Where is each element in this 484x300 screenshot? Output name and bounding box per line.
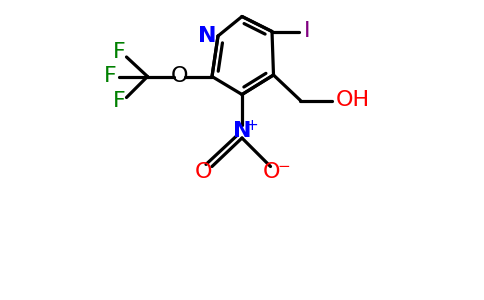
Text: O: O <box>195 162 212 182</box>
Text: O: O <box>263 162 281 182</box>
Text: F: F <box>104 67 117 86</box>
Text: N: N <box>233 121 251 141</box>
Text: I: I <box>303 21 310 41</box>
Text: OH: OH <box>335 91 370 110</box>
Text: F: F <box>113 43 125 62</box>
Text: +: + <box>245 118 258 133</box>
Text: N: N <box>198 26 216 46</box>
Text: O: O <box>170 67 188 86</box>
Text: −: − <box>277 159 290 174</box>
Text: F: F <box>113 92 125 111</box>
